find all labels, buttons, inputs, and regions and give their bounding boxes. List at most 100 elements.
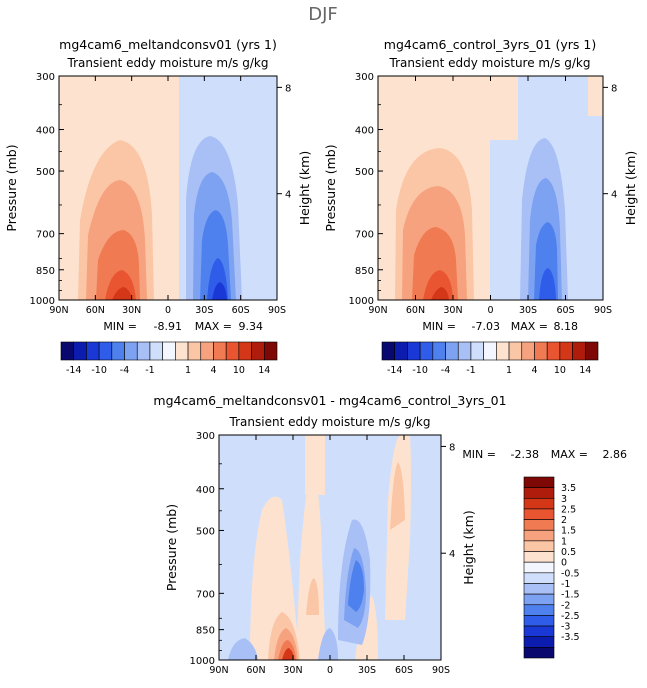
panel-3-axes: 300 400 500 700 850 1000 4 8 90N 60N 30N 0 30S 60S 90S… — [164, 431, 476, 676]
colorbar-2-swatch-15 — [572, 341, 586, 361]
panel-3-pressure-label-500: 500 — [196, 526, 215, 537]
p2-neg-extension — [490, 140, 518, 300]
colorbar-1-swatch-16 — [263, 341, 278, 361]
colorbar-3-label-9: -1 — [561, 579, 570, 590]
season-title: DJF — [308, 4, 338, 25]
colorbar-2-swatch-9 — [496, 341, 510, 361]
colorbar-1-label-0: -14 — [66, 365, 82, 376]
colorbar-3-label-13: -3 — [561, 622, 570, 633]
panel-1-x-label-30N: 30N — [122, 305, 141, 316]
panel-3-pressure-label-300: 300 — [196, 431, 215, 442]
panel-1-pressure-label-400: 400 — [36, 126, 55, 137]
colorbar-1-swatch-9 — [175, 341, 189, 361]
colorbar-1-swatch-2 — [86, 341, 100, 361]
panel-1: mg4cam6_meltandconsv01 (yrs 1) Transient… — [4, 37, 312, 333]
p1-pos-contour-5 — [112, 287, 132, 300]
panel-2-height-axis-title: Height (km) — [623, 151, 638, 225]
colorbar-1-swatch-5 — [124, 341, 138, 361]
panel-1-field — [59, 76, 277, 300]
p2-upper-strip — [588, 76, 603, 116]
colorbar-1-swatch-13 — [225, 341, 240, 361]
colorbar-1-swatch-10 — [187, 341, 202, 361]
colorbar-3-swatch-0 — [523, 476, 555, 488]
panel-2-axes: 300 400 500 700 850 1000 4 8 90N 60N 30N 0 30S 60S 90S… — [323, 72, 638, 316]
colorbar-1-swatch-6 — [136, 341, 151, 361]
p3-pos-band-3 — [385, 435, 411, 620]
panel-1-pressure-label-850: 850 — [36, 266, 55, 277]
panel-1-height-label-8: 8 — [285, 83, 291, 94]
panel-3-height-label-8: 8 — [449, 442, 455, 453]
colorbar-3-label-0: 3.5 — [561, 483, 576, 494]
panel-2-pressure-label-300: 300 — [355, 72, 374, 83]
panel-2-pressure-label-500: 500 — [355, 167, 374, 178]
panel-1-pressure-axis-title: Pressure (mb) — [4, 144, 19, 231]
colorbar-2-swatch-16 — [584, 341, 599, 361]
colorbar-3-swatch-5 — [523, 529, 555, 542]
p3-pos-core-5 — [306, 578, 319, 615]
panel-3-height-axis-title: Height (km) — [461, 510, 476, 584]
colorbar-1-label-3: -1 — [145, 365, 154, 376]
panel-2-height-label-4: 4 — [611, 190, 617, 201]
colorbar-2-label-6: 10 — [554, 365, 566, 376]
colorbar-3-label-11: -2 — [561, 600, 570, 611]
panel-2-max-value: 8.18 — [554, 320, 579, 333]
colorbar-2-swatch-0 — [381, 341, 396, 361]
panel-1-min-label: MIN = — [103, 320, 137, 333]
panel-3-max-value: 2.86 — [603, 448, 628, 461]
panel-1-pressure-label-1000: 1000 — [30, 296, 55, 307]
panel-2-x-label-60S: 60S — [556, 305, 574, 316]
colorbar-2-label-0: -14 — [387, 365, 403, 376]
panel-3-x-label-0: 0 — [327, 665, 333, 676]
panel-3-x-label-90N: 90N — [209, 665, 228, 676]
colorbar-panel-2: -14 -10 -4 -1 1 4 10 14 — [381, 341, 599, 376]
colorbar-3-label-10: -1.5 — [561, 590, 580, 601]
panel-2-min-label: MIN = — [422, 320, 456, 333]
colorbar-3-swatch-12 — [523, 604, 555, 616]
colorbar-2-swatch-2 — [407, 341, 421, 361]
colorbar-1-swatch-12 — [213, 341, 227, 361]
colorbar-2-label-2: -4 — [441, 365, 450, 376]
panel-2-height-label-8: 8 — [611, 83, 617, 94]
colorbar-1-label-4: 1 — [185, 365, 191, 376]
p3-neg-core-5 — [318, 628, 338, 660]
p1-neg-contour-5 — [212, 282, 227, 300]
colorbar-3-label-3: 2 — [561, 515, 567, 526]
p3-pos-band-3-core — [390, 462, 405, 530]
panel-3-x-label-30N: 30N — [283, 665, 302, 676]
panel-3-x-label-30S: 30S — [358, 665, 376, 676]
panel-3-x-label-90S: 90S — [432, 665, 450, 676]
colorbar-3-label-12: -2.5 — [561, 611, 580, 622]
colorbar-2-label-5: 4 — [531, 365, 537, 376]
panel-2-field — [378, 76, 603, 300]
panel-1-x-label-30S: 30S — [195, 305, 213, 316]
panel-2-x-label-90S: 90S — [594, 305, 612, 316]
panel-2-pressure-label-400: 400 — [355, 126, 374, 137]
panel-3-pressure-label-400: 400 — [196, 485, 215, 496]
panel-1-x-label-60S: 60S — [232, 305, 250, 316]
colorbar-3-label-14: -3.5 — [561, 632, 580, 643]
panel-1-pressure-label-500: 500 — [36, 167, 55, 178]
colorbar-3-label-4: 1.5 — [561, 526, 576, 537]
panel-2: mg4cam6_control_3yrs_01 (yrs 1) Transien… — [323, 37, 638, 333]
panel-2-title: mg4cam6_control_3yrs_01 (yrs 1) — [384, 37, 596, 52]
panel-3-x-label-60S: 60S — [395, 665, 413, 676]
panel-2-x-label-0: 0 — [487, 305, 493, 316]
panel-2-x-label-30S: 30S — [519, 305, 537, 316]
panel-3-field — [219, 435, 441, 660]
panel-3-pressure-axis-title: Pressure (mb) — [164, 504, 179, 591]
panel-3: mg4cam6_meltandconsv01 - mg4cam6_control… — [153, 393, 627, 676]
panel-1-x-label-90S: 90S — [268, 305, 286, 316]
colorbar-3-swatch-1 — [523, 487, 555, 499]
colorbar-2-swatch-6 — [457, 341, 472, 361]
panel-1-height-label-4: 4 — [285, 190, 291, 201]
panel-2-pressure-label-1000: 1000 — [349, 296, 374, 307]
colorbar-1-swatch-15 — [251, 341, 265, 361]
colorbar-3-swatch-9 — [523, 572, 555, 584]
colorbar-3-swatch-6 — [523, 540, 555, 552]
colorbar-1-label-1: -10 — [91, 365, 107, 376]
colorbar-1-label-2: -4 — [120, 365, 129, 376]
panel-2-x-label-60N: 60N — [406, 305, 425, 316]
panel-3-max-label: MAX = — [551, 448, 588, 461]
panel-3-min-label: MIN = — [462, 448, 496, 461]
